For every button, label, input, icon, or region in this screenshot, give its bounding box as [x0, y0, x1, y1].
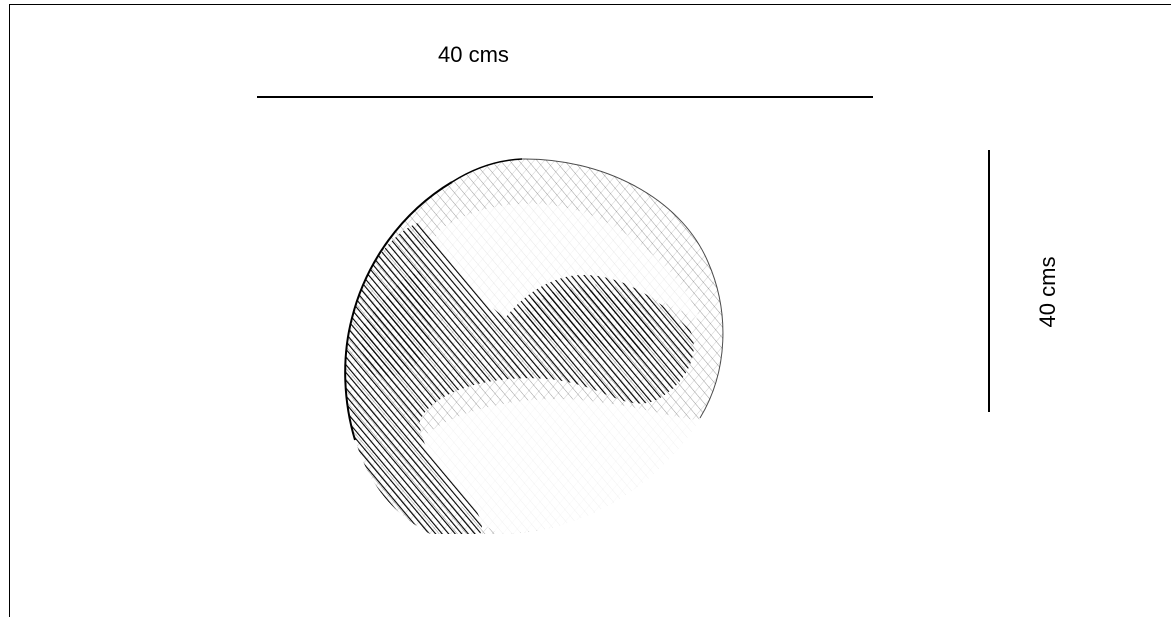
frame-left-border [9, 4, 10, 617]
frame-top-border [9, 4, 1171, 5]
horizontal-dimension-line [257, 96, 873, 98]
vertical-dimension-line [988, 150, 990, 412]
horizontal-dimension-label: 40 cms [438, 42, 509, 67]
